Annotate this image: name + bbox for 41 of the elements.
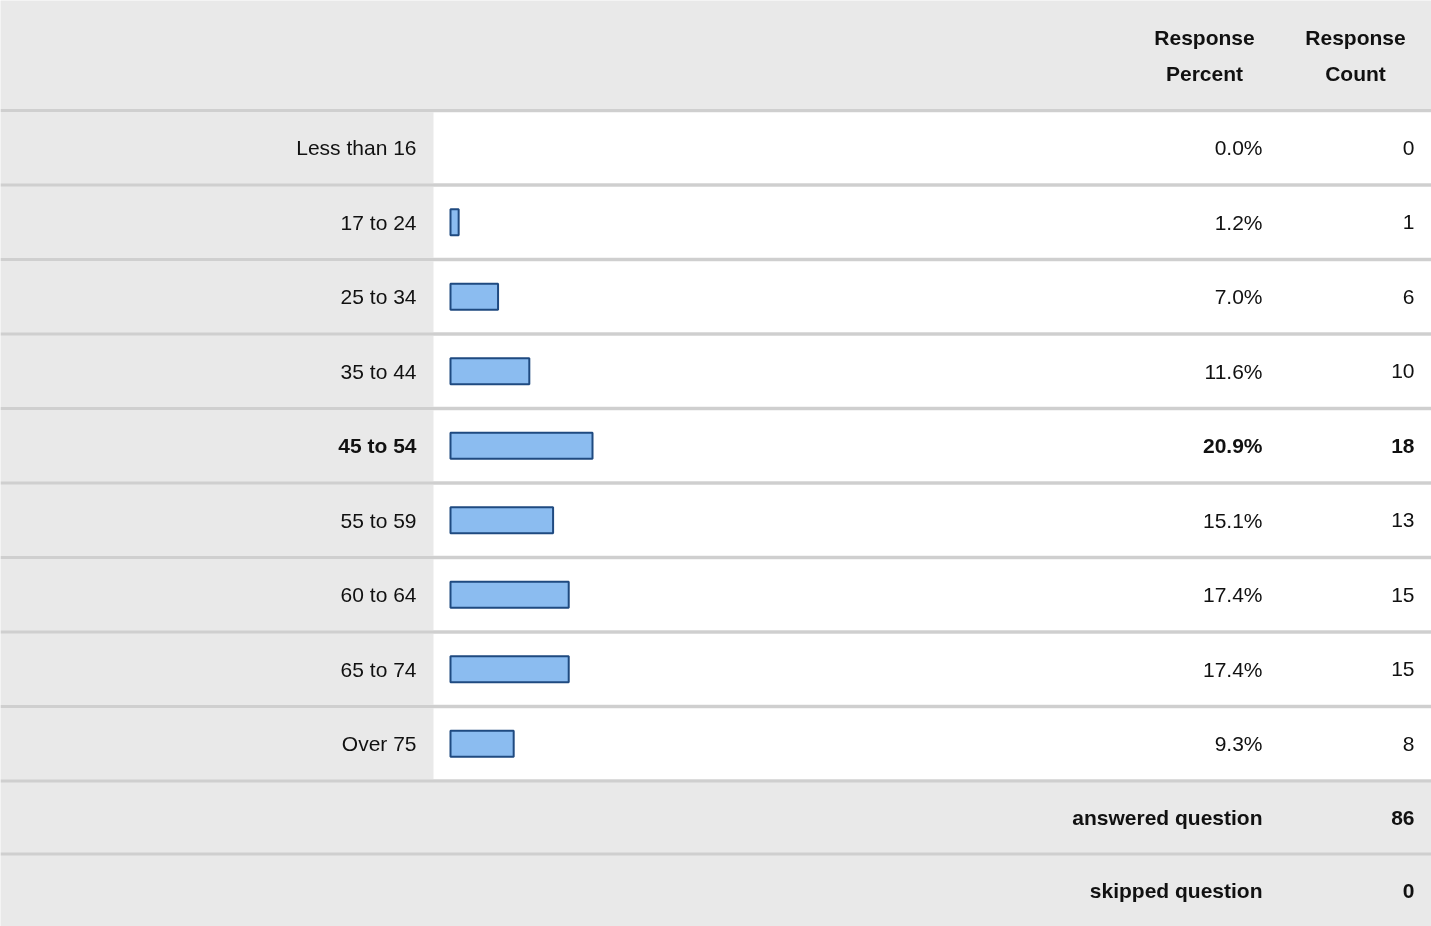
y-tick-label: 65 to 74	[340, 657, 417, 681]
data-label: 0.0%	[1214, 136, 1263, 160]
text: 0	[1402, 135, 1415, 159]
y-tick-label: 25 to 34	[340, 285, 417, 309]
text: Response Count	[1305, 25, 1406, 86]
bar	[449, 282, 500, 311]
data-label: 7.0%	[1214, 285, 1263, 309]
text: 13	[1391, 508, 1415, 532]
text: 18	[1391, 433, 1415, 457]
bar	[449, 580, 570, 609]
text: 86	[1391, 805, 1415, 829]
text: skipped question	[1089, 879, 1263, 902]
data-label: 1.2%	[1214, 210, 1263, 234]
text: Response Percent	[1154, 25, 1255, 86]
text: 15	[1391, 582, 1415, 606]
y-tick-label: 45 to 54	[338, 434, 417, 458]
bar	[449, 431, 594, 460]
text: answered question	[1072, 806, 1263, 829]
text: 1	[1402, 210, 1415, 234]
text: 10	[1391, 359, 1415, 383]
bar	[449, 208, 460, 237]
data-label: 17.4%	[1202, 583, 1263, 607]
bar	[449, 655, 570, 684]
data-label: 17.4%	[1202, 657, 1263, 681]
bar	[449, 506, 555, 535]
data-label: 15.1%	[1202, 508, 1263, 532]
y-tick-label: 55 to 59	[340, 508, 417, 532]
text: 0	[1402, 878, 1415, 902]
y-tick-label: Less than 16	[296, 136, 417, 160]
bar	[449, 357, 531, 386]
y-tick-label: 35 to 44	[340, 359, 417, 383]
text: 15	[1391, 657, 1415, 681]
bar	[449, 729, 515, 758]
y-tick-label: Over 75	[341, 732, 417, 756]
y-tick-label: 17 to 24	[340, 210, 417, 234]
data-label: 11.6%	[1204, 359, 1263, 383]
text: 6	[1402, 284, 1415, 308]
data-label: 20.9%	[1202, 434, 1263, 458]
text: 8	[1402, 731, 1415, 755]
data-label: 9.3%	[1214, 732, 1263, 756]
y-tick-label: 60 to 64	[340, 583, 417, 607]
